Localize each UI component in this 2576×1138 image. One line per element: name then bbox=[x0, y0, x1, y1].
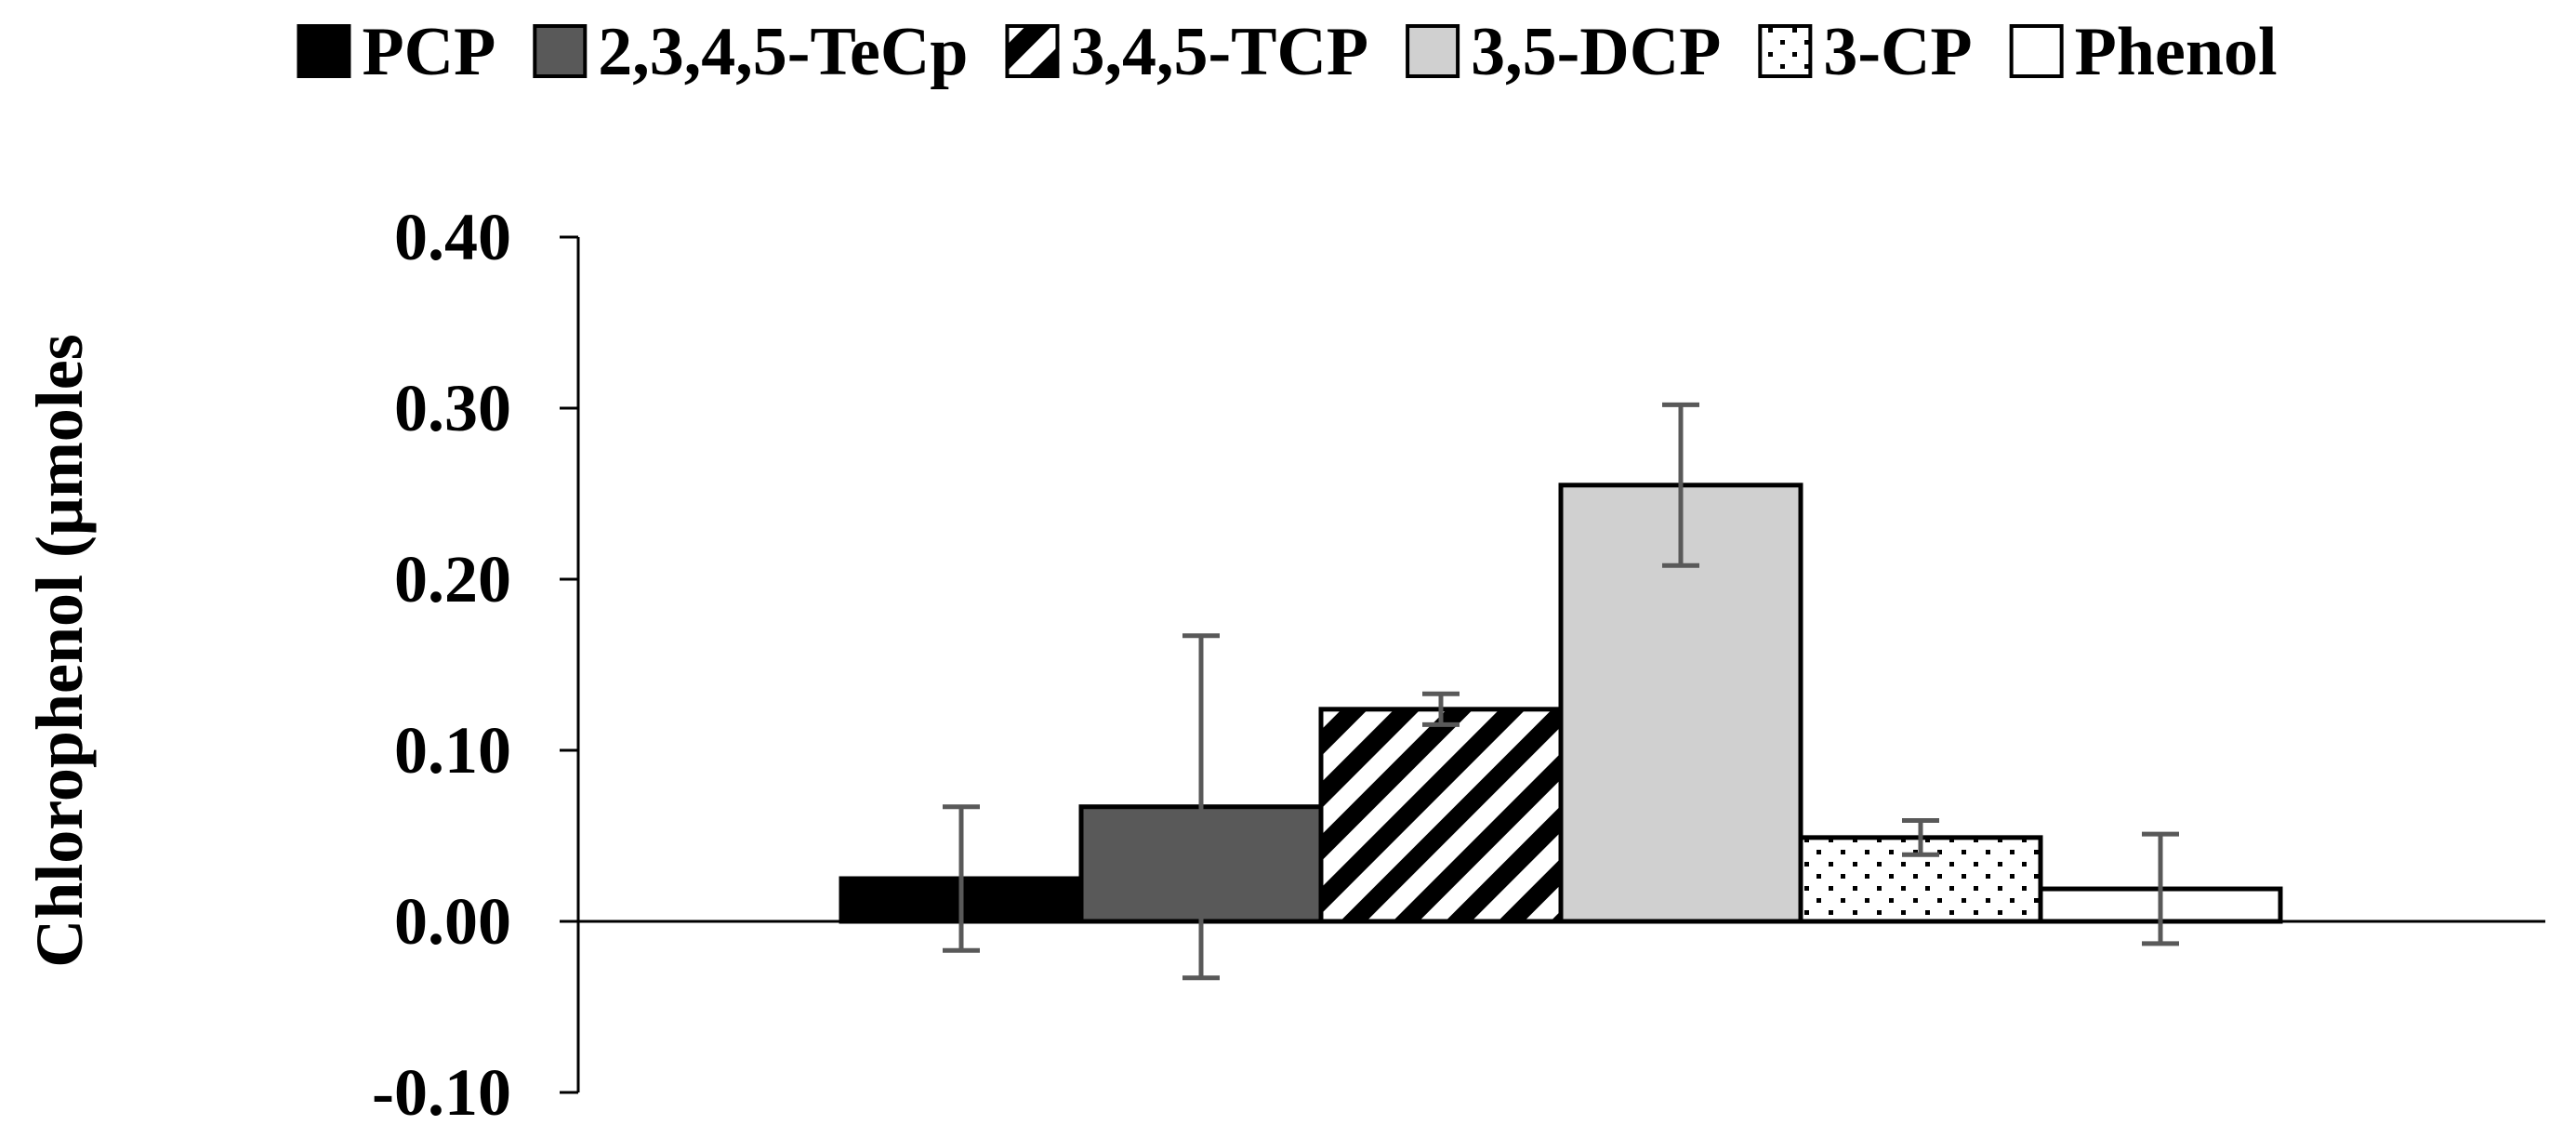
legend-swatch bbox=[1005, 24, 1060, 78]
legend-label: PCP bbox=[362, 14, 495, 90]
legend-swatch bbox=[1406, 24, 1460, 78]
bar-2 bbox=[1318, 707, 1564, 924]
error-bars bbox=[943, 402, 2179, 981]
legend-swatch bbox=[1758, 24, 1813, 78]
legend-item-4: 3-CP bbox=[1758, 14, 1973, 90]
legend-item-2: 3,4,5-TCP bbox=[1005, 14, 1368, 90]
legend-label: 3-CP bbox=[1823, 14, 1972, 90]
legend-swatch bbox=[533, 24, 588, 78]
legend-label: 3,5-DCP bbox=[1471, 14, 1721, 90]
legend-label: 3,4,5-TCP bbox=[1070, 14, 1368, 90]
error-bar-4 bbox=[1902, 817, 1939, 857]
legend-swatch bbox=[2009, 24, 2064, 78]
y-tick-label: -0.10 bbox=[372, 1055, 511, 1130]
error-bar-0 bbox=[943, 804, 980, 953]
legend-item-1: 2,3,4,5-TeCp bbox=[533, 14, 968, 90]
bars bbox=[839, 483, 2283, 924]
y-axis: 0.40 0.30 0.20 0.10 0.00 -0.10 bbox=[372, 200, 580, 1130]
legend-swatch bbox=[297, 24, 351, 78]
legend: PCP 2,3,4,5-TeCp 3,4,5-TCP 3,5-DCP 3-CP Pheno… bbox=[297, 14, 2278, 90]
legend-item-5: Phenol bbox=[2009, 14, 2278, 90]
legend-item-0: PCP bbox=[297, 14, 495, 90]
legend-label: 2,3,4,5-TeCp bbox=[598, 14, 968, 90]
legend-label: Phenol bbox=[2075, 14, 2278, 90]
y-axis-title: Chlorophenol (μmoles bbox=[22, 334, 97, 968]
y-tick-label: 0.10 bbox=[394, 713, 511, 787]
legend-item-3: 3,5-DCP bbox=[1406, 14, 1721, 90]
y-tick-label: 0.30 bbox=[394, 371, 511, 445]
error-bar-1 bbox=[1182, 633, 1220, 981]
y-tick-label: 0.20 bbox=[394, 542, 511, 616]
error-bar-2 bbox=[1422, 691, 1460, 727]
error-bar-3 bbox=[1662, 402, 1699, 568]
y-tick-label: 0.00 bbox=[394, 884, 511, 959]
error-bar-5 bbox=[2142, 831, 2179, 946]
y-tick-label: 0.40 bbox=[394, 200, 511, 274]
